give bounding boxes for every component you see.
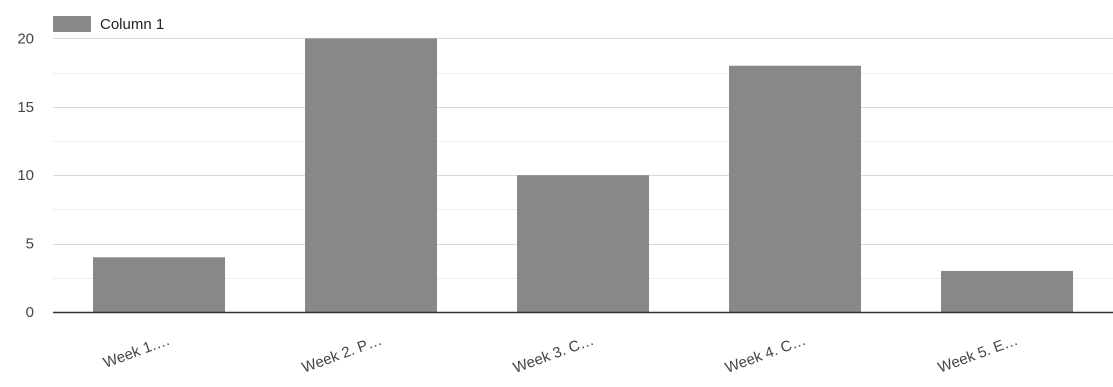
y-tick-label: 20 <box>17 30 34 47</box>
y-tick-label: 15 <box>17 99 34 116</box>
y-tick-label: 10 <box>17 167 34 184</box>
x-axis-ticks: Week 1.… Week 2. P… Week 3. C… Week 4. C… We… <box>101 332 1020 377</box>
legend-label: Column 1 <box>100 16 164 33</box>
bar-2 <box>305 38 437 312</box>
x-tick-label: Week 2. P… <box>300 332 385 377</box>
x-tick-label: Week 4. C… <box>723 332 808 377</box>
x-tick-label: Week 1.… <box>101 332 172 372</box>
y-tick-label: 0 <box>26 304 34 321</box>
x-tick-label: Week 3. C… <box>511 332 596 377</box>
bars <box>93 38 1073 313</box>
bar-4 <box>729 65 861 313</box>
y-tick-label: 5 <box>26 236 34 253</box>
legend-swatch <box>53 16 91 32</box>
x-tick-label: Week 5. E… <box>936 332 1021 377</box>
y-axis-ticks: 0 5 10 15 20 <box>17 30 34 321</box>
bar-5 <box>941 270 1073 312</box>
legend: Column 1 <box>53 16 164 33</box>
bar-3 <box>517 175 649 312</box>
bar-1 <box>93 257 225 312</box>
